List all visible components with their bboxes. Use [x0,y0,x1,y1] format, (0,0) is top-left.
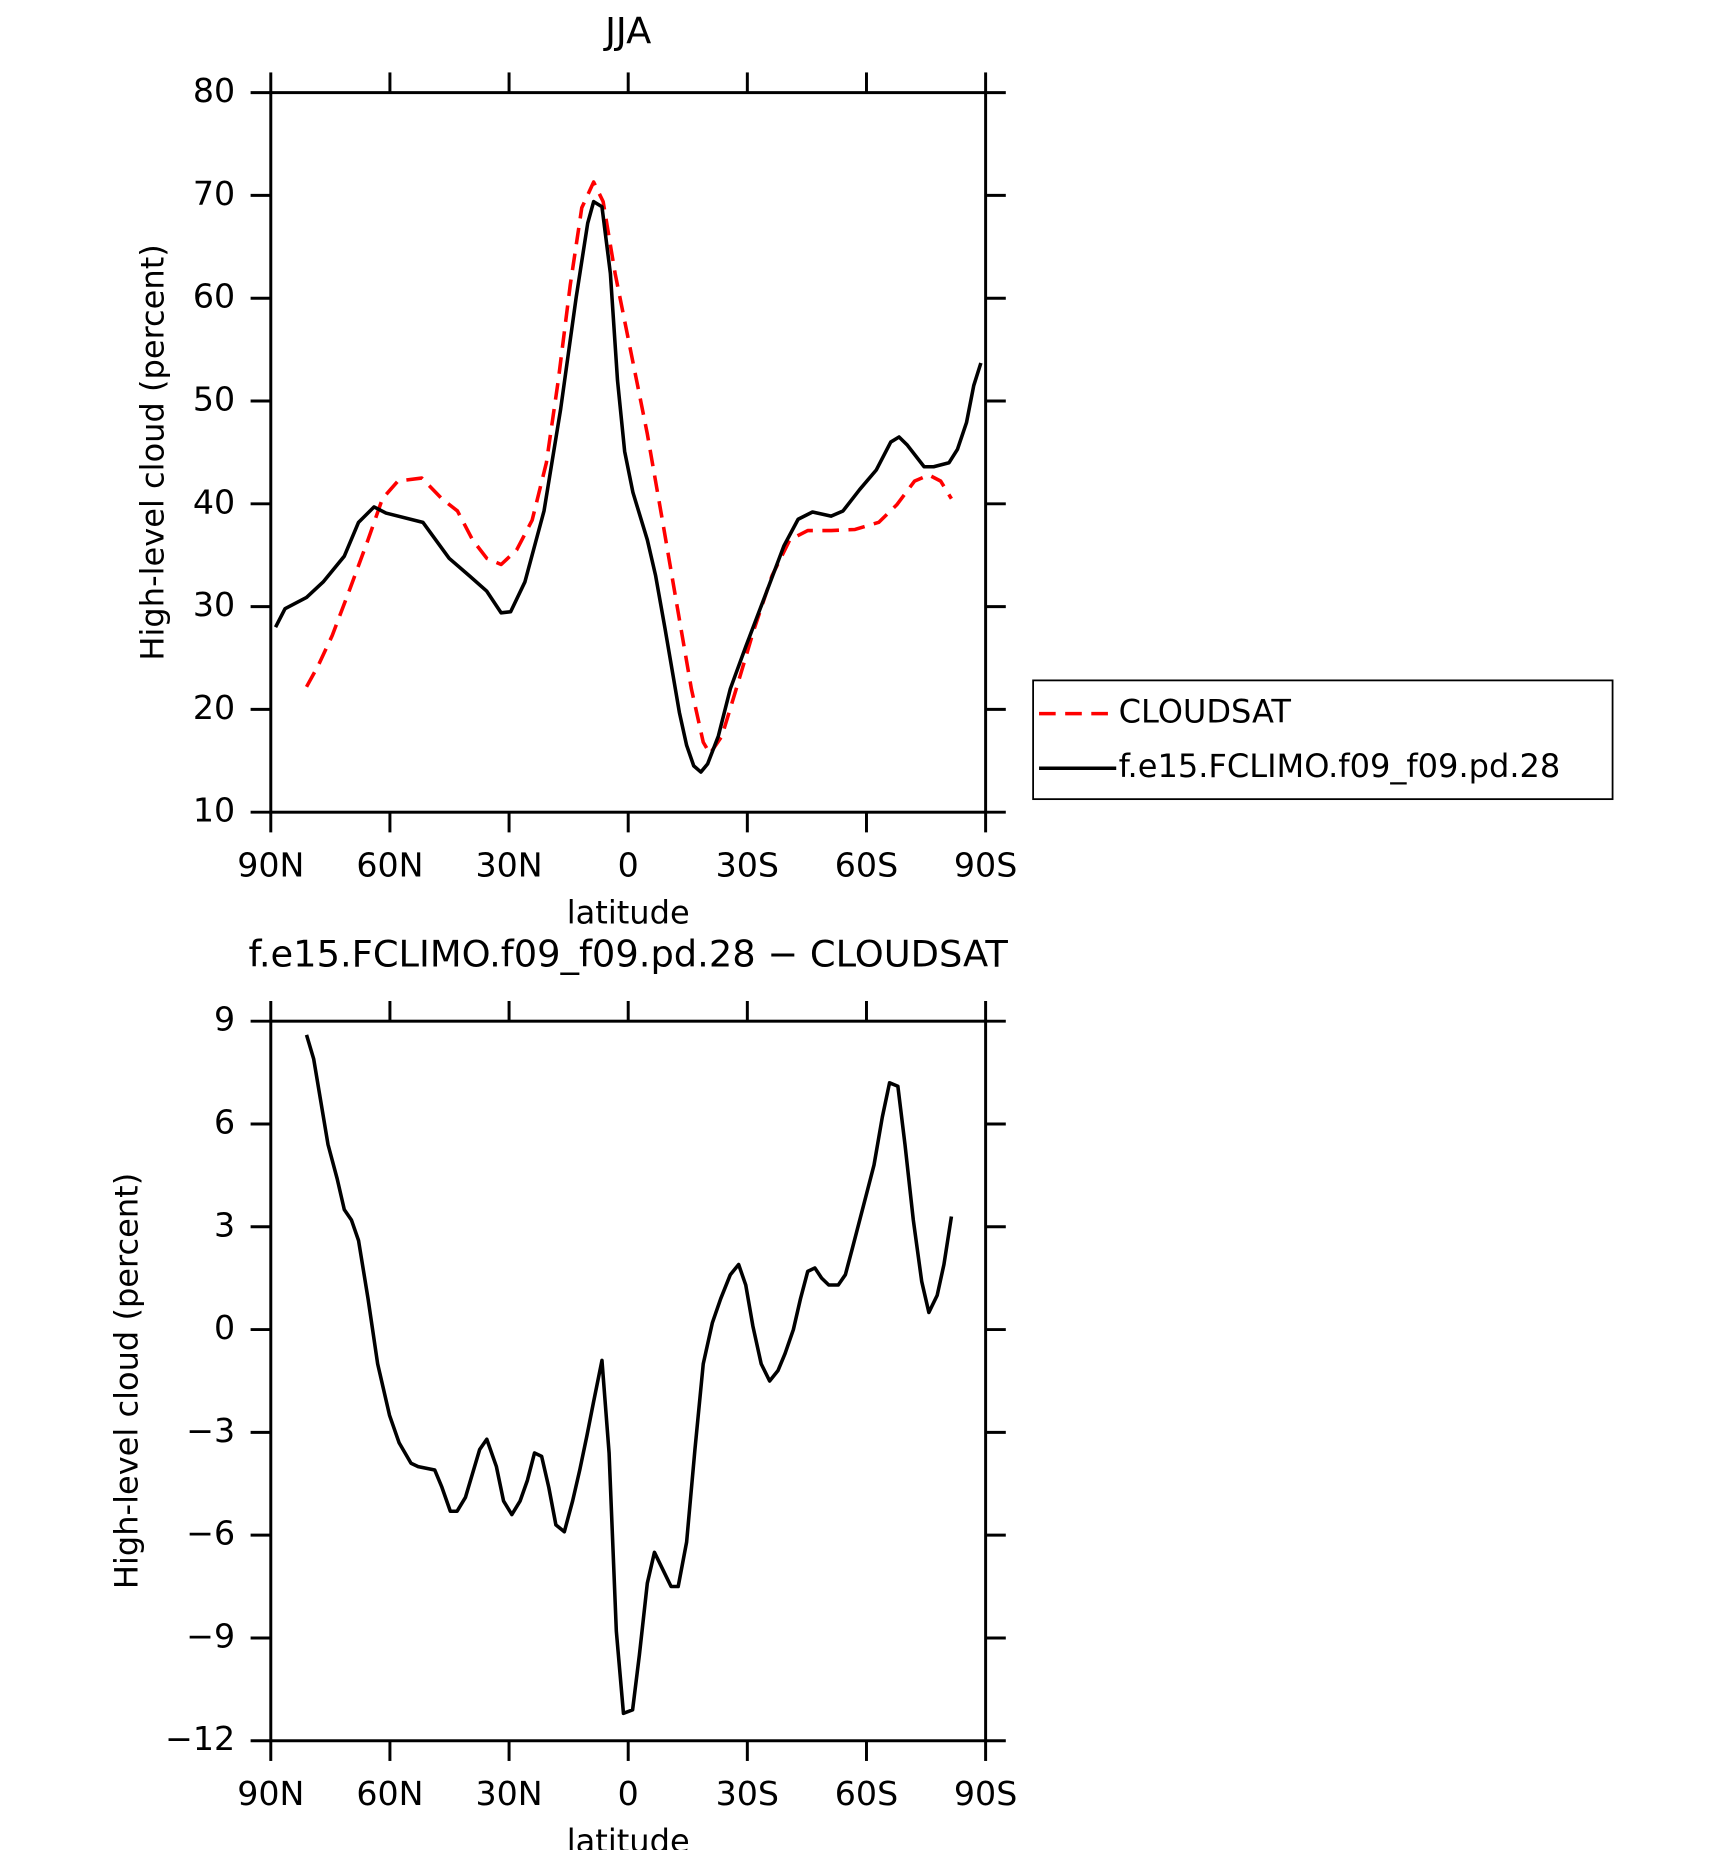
x-tick-label: 90S [954,1774,1017,1813]
legend-box [1032,679,1614,801]
x-axis-label: latitude [567,1822,690,1850]
y-tick-label: 20 [193,688,235,727]
x-tick-label: 90N [237,845,304,884]
y-tick-label: −3 [186,1411,235,1450]
y-tick-label: −12 [165,1719,235,1758]
y-tick-label: 10 [193,791,235,830]
x-tick-label: 0 [618,1774,639,1813]
panel: f.e15.FCLIMO.f09_f09.pd.28 − CLOUDSAT lat… [107,932,1017,1850]
y-tick-label: 40 [193,482,235,521]
y-tick-label: 0 [214,1308,235,1347]
x-tick-label: 90N [237,1774,304,1813]
y-tick-label: 70 [193,174,235,213]
x-tick-label: 30S [716,1774,779,1813]
panel: JJA latitude High-level cloud (percent) 10 2… [133,10,1614,931]
chart-title: f.e15.FCLIMO.f09_f09.pd.28 − CLOUDSAT [249,932,1009,975]
x-tick-label: 60N [356,1774,423,1813]
y-tick-label: −9 [186,1616,235,1655]
y-tick-label: 80 [193,71,235,110]
chart-title: JJA [603,10,651,53]
y-tick-label: 3 [214,1205,235,1244]
x-tick-label: 30N [475,845,542,884]
x-tick-label: 60S [835,845,898,884]
x-tick-label: 30N [475,1774,542,1813]
y-tick-label: 30 [193,585,235,624]
x-tick-label: 60S [835,1774,898,1813]
x-tick-label: 90S [954,845,1017,884]
y-tick-label: 6 [214,1102,235,1141]
x-tick-label: 0 [618,845,639,884]
y-tick-label: −6 [186,1514,235,1553]
x-axis-label: latitude [567,893,690,931]
y-tick-label: 50 [193,380,235,419]
data-line [304,1034,954,1716]
x-tick-label: 30S [716,845,779,884]
plot-frame [269,1019,988,1743]
x-tick-label: 60N [356,845,423,884]
data-line [273,199,983,774]
y-tick-label: 9 [214,1000,235,1039]
y-axis-label: High-level cloud (percent) [133,244,171,660]
data-line [304,180,953,756]
legend-label: CLOUDSAT [1119,693,1292,731]
y-axis-label: High-level cloud (percent) [107,1173,145,1589]
plot-frame [269,91,988,814]
legend-label: f.e15.FCLIMO.f09_f09.pd.28 [1119,747,1561,785]
y-tick-label: 60 [193,277,235,316]
